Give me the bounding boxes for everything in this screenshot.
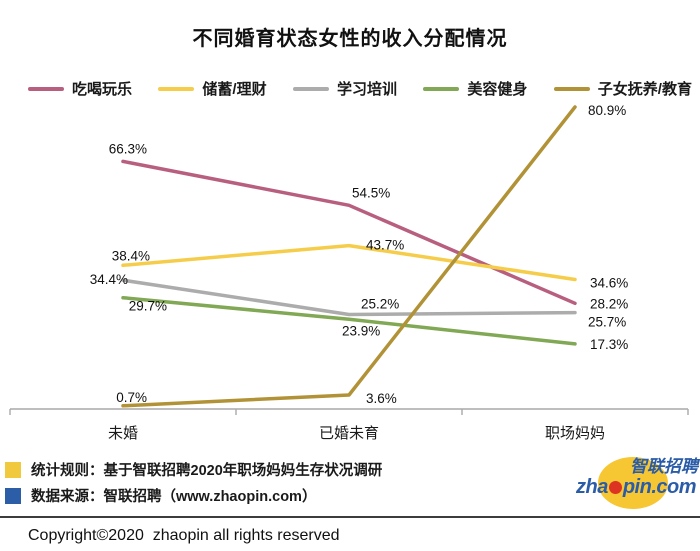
legend-item-2: 学习培训 xyxy=(292,78,397,99)
logo-wordmark: zha pin.com xyxy=(576,476,697,498)
legend-item-4: 子女抚养/教育 xyxy=(553,78,692,99)
series-line-1 xyxy=(121,243,577,282)
data-label: 25.7% xyxy=(588,315,626,330)
yellow-square-marker xyxy=(5,461,21,478)
data-label: 0.7% xyxy=(116,390,147,405)
data-label: 25.2% xyxy=(361,297,399,312)
data-label: 43.7% xyxy=(366,238,404,253)
data-label: 34.4% xyxy=(90,272,128,287)
note-text: 统计规则：基于智联招聘2020年职场妈妈生存状况调研 xyxy=(31,463,383,479)
footer-divider xyxy=(0,516,700,518)
note-statistics-rule: 统计规则：基于智联招聘2020年职场妈妈生存状况调研 xyxy=(5,459,382,480)
data-label: 23.9% xyxy=(342,323,380,338)
legend-label: 吃喝玩乐 xyxy=(72,81,133,98)
note-data-source: 数据来源：智联招聘（www.zhaopin.com） xyxy=(5,485,316,506)
data-label: 66.3% xyxy=(109,141,147,156)
series-line-0 xyxy=(121,159,577,306)
logo-chinese-text: 智联招聘 xyxy=(630,457,698,476)
series-line-2 xyxy=(121,278,577,317)
legend-label: 美容健身 xyxy=(467,81,528,98)
legend-item-1: 储蓄/理财 xyxy=(158,78,267,99)
chart-title: 不同婚育状态女性的收入分配情况 xyxy=(192,28,508,50)
line-chart: 未婚 已婚未育 职场妈妈 66.3% 54.5% 28.2% 38.4% 43.7% 34.6%… xyxy=(9,103,689,442)
data-label: 54.5% xyxy=(352,185,390,200)
data-label: 28.2% xyxy=(590,296,628,311)
legend-label: 子女抚养/教育 xyxy=(597,81,692,98)
data-label: 3.6% xyxy=(366,391,397,406)
data-label: 29.7% xyxy=(129,299,167,314)
data-label: 38.4% xyxy=(112,248,150,263)
zhaopin-logo: 智联招聘 zha pin.com xyxy=(576,452,698,514)
data-label: 34.6% xyxy=(590,275,628,290)
blue-square-marker xyxy=(5,487,21,504)
logo-red-dot-icon xyxy=(608,481,622,494)
chart-legend: 吃喝玩乐 储蓄/理财 学习培训 美容健身 子女抚养/教育 xyxy=(28,78,692,99)
note-text: 数据来源：智联招聘（www.zhaopin.com） xyxy=(31,489,317,505)
legend-line-swatch xyxy=(553,86,590,91)
legend-line-swatch xyxy=(158,86,195,91)
x-axis-label: 已婚未育 xyxy=(319,425,379,442)
series-line-3 xyxy=(121,295,577,346)
legend-label: 储蓄/理财 xyxy=(202,81,267,98)
legend-item-3: 美容健身 xyxy=(423,78,527,99)
series-line-4 xyxy=(121,105,577,408)
copyright-text: Copyright©2020 zhaopin all rights reserv… xyxy=(28,527,340,544)
x-axis-label: 未婚 xyxy=(108,425,138,442)
data-label: 80.9% xyxy=(588,103,626,118)
legend-line-swatch xyxy=(28,86,64,91)
legend-line-swatch xyxy=(292,86,329,91)
x-axis-label: 职场妈妈 xyxy=(545,425,605,442)
legend-label: 学习培训 xyxy=(336,81,397,98)
legend-line-swatch xyxy=(423,86,460,91)
legend-item-0: 吃喝玩乐 xyxy=(28,78,132,99)
data-label: 17.3% xyxy=(590,337,628,352)
